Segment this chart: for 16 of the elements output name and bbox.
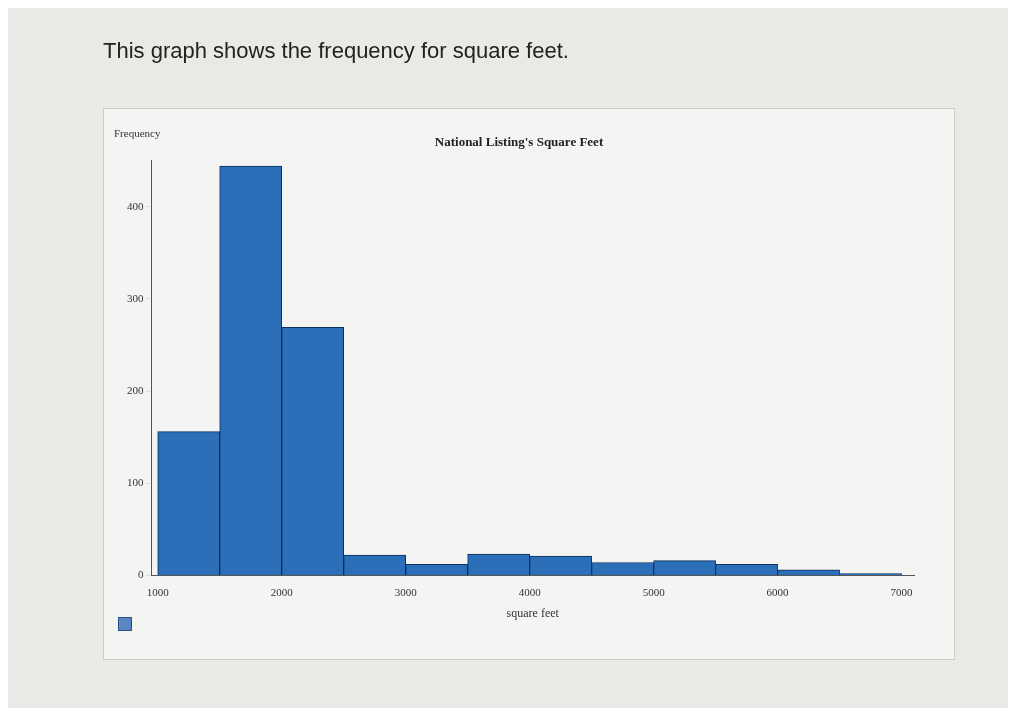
y-tick-label: 300: [127, 291, 144, 304]
x-tick-label: 7000: [890, 585, 914, 598]
x-tick-label: 4000: [518, 585, 542, 598]
x-tick-label: 6000: [766, 585, 790, 598]
y-tick-label: 0: [138, 568, 144, 581]
x-axis-title: square feet: [506, 605, 560, 620]
chart-title: National Listing's Square Feet: [434, 134, 604, 150]
x-tick-label: 3000: [394, 585, 418, 598]
y-tick-label: 400: [127, 199, 144, 212]
y-tick-label: 200: [127, 383, 144, 396]
x-tick-label: 5000: [642, 585, 666, 598]
y-axis-title: Frequency: [114, 127, 161, 139]
y-tick-label: 100: [127, 476, 144, 489]
text: This graph shows the frequency for square feet.: [103, 38, 569, 64]
x-tick-label: 1000: [146, 585, 170, 598]
x-tick-label: 2000: [270, 585, 294, 598]
